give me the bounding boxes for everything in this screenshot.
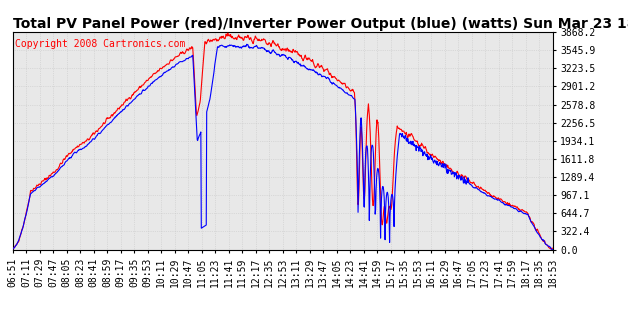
Text: Copyright 2008 Cartronics.com: Copyright 2008 Cartronics.com (15, 38, 186, 49)
Text: Total PV Panel Power (red)/Inverter Power Output (blue) (watts) Sun Mar 23 18:58: Total PV Panel Power (red)/Inverter Powe… (13, 17, 628, 31)
